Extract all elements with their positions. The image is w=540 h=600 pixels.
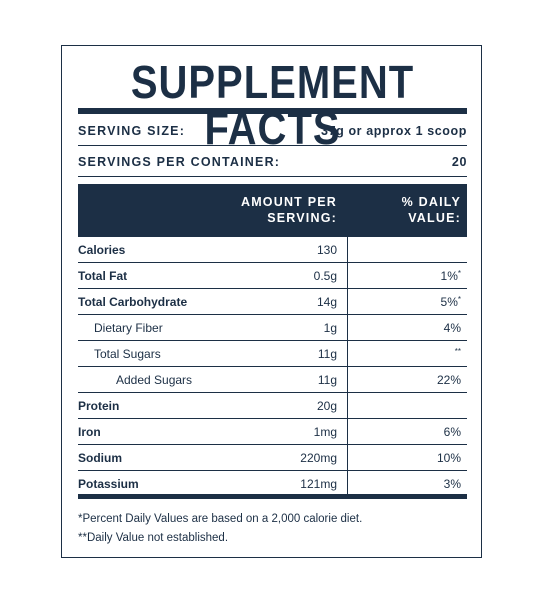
daily-value-asterisk: * (457, 295, 461, 304)
nutrient-amount: 220mg (300, 451, 337, 465)
table-row: Sodium 220mg 10% (78, 445, 467, 471)
nutrient-name: Added Sugars (116, 373, 193, 387)
daily-value-percent: 4% (443, 321, 461, 335)
nutrient-name: Sodium (78, 451, 122, 465)
table-row: Protein 20g (78, 393, 467, 419)
servings-label: SERVINGS PER CONTAINER: (78, 155, 281, 169)
nutrient-amount: 1mg (313, 425, 337, 439)
table-row: Total Sugars 11g ** (78, 341, 467, 367)
title-rule (78, 108, 467, 114)
daily-value-percent: 22% (436, 373, 461, 387)
header-amount-line2: SERVING: (267, 211, 337, 225)
nutrient-name: Iron (78, 425, 101, 439)
table-row: Total Carbohydrate 14g 5%* (78, 289, 467, 315)
header-amount-line1: AMOUNT PER (240, 195, 337, 209)
nutrient-amount: 11g (317, 347, 337, 361)
table-row: Dietary Fiber 1g 4% (78, 315, 467, 341)
table-row: Potassium 121mg 3% (78, 471, 467, 497)
nutrient-name: Total Fat (78, 269, 128, 283)
daily-value-percent: 10% (436, 451, 461, 465)
nutrient-name: Calories (78, 243, 126, 257)
nutrient-amount: 11g (317, 373, 337, 387)
nutrient-amount: 14g (316, 295, 337, 309)
daily-value-percent: 6% (443, 425, 461, 439)
nutrient-amount: 1g (323, 321, 337, 335)
serving-size-value: 37g or approx 1 scoop (321, 124, 467, 138)
table-header: AMOUNT PER SERVING: % DAILY VALUE: (78, 184, 467, 237)
nutrient-daily-value: 10% (437, 451, 461, 465)
servings-divider (78, 176, 467, 177)
daily-value-asterisk: * (457, 269, 461, 278)
supplement-facts-panel: SUPPLEMENT FACTS SERVING SIZE: 37g or ap… (61, 45, 482, 558)
nutrient-amount: 0.5g (313, 269, 337, 283)
header-daily-value: % DAILY VALUE: (402, 194, 461, 226)
nutrient-daily-value: 1%* (441, 269, 461, 283)
nutrient-amount: 121mg (300, 477, 337, 491)
nutrient-daily-value: 3% (444, 477, 461, 491)
table-row: Added Sugars 11g 22% (78, 367, 467, 393)
header-amount: AMOUNT PER SERVING: (241, 194, 337, 226)
nutrient-amount: 130 (316, 243, 337, 257)
servings-value: 20 (451, 155, 467, 169)
table-row: Iron 1mg 6% (78, 419, 467, 445)
footnote-daily-values: *Percent Daily Values are based on a 2,0… (78, 513, 363, 525)
nutrient-name: Total Carbohydrate (78, 295, 188, 309)
bottom-rule (78, 494, 467, 499)
footnote-not-established: **Daily Value not established. (78, 532, 229, 544)
nutrient-name: Potassium (78, 477, 139, 491)
label-title: SUPPLEMENT FACTS (130, 57, 415, 155)
nutrient-daily-value: 6% (444, 425, 461, 439)
nutrient-daily-value: 5%* (441, 295, 461, 309)
nutrient-name: Protein (78, 399, 120, 413)
nutrient-daily-value: 22% (437, 373, 461, 387)
table-row: Total Fat 0.5g 1%* (78, 263, 467, 289)
table-row: Calories 130 (78, 237, 467, 263)
header-dv-line2: VALUE: (408, 211, 461, 225)
daily-value-percent: 3% (443, 477, 461, 491)
daily-value-asterisk: ** (454, 347, 461, 356)
nutrient-amount: 20g (316, 399, 337, 413)
daily-value-percent: 1% (440, 269, 458, 283)
nutrient-name: Dietary Fiber (94, 321, 163, 335)
nutrient-daily-value: 4% (444, 321, 461, 335)
header-dv-line1: % DAILY (401, 195, 461, 209)
daily-value-percent: 5% (440, 295, 458, 309)
serving-divider (78, 145, 467, 146)
serving-size-label: SERVING SIZE: (78, 124, 186, 138)
nutrient-daily-value: ** (455, 347, 461, 361)
nutrient-name: Total Sugars (94, 347, 161, 361)
